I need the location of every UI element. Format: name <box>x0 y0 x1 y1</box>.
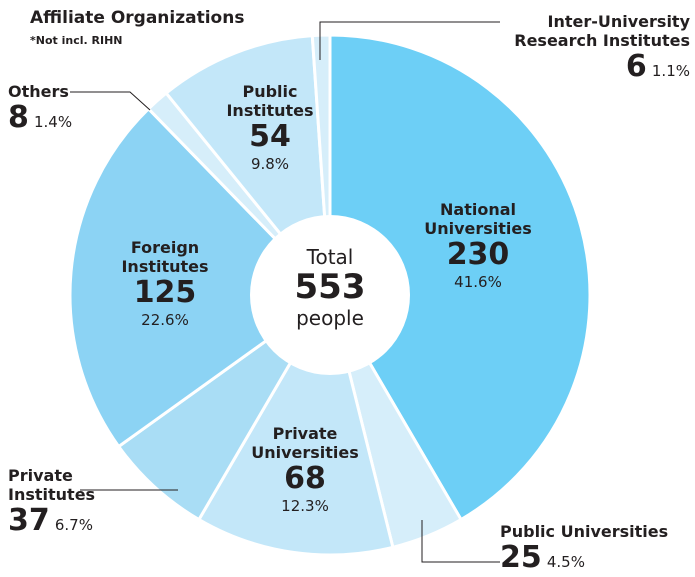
percent-label: 22.6% <box>141 310 189 329</box>
slices <box>68 33 592 557</box>
value-label: 25 <box>500 540 542 576</box>
slice-label: National Universities 230 41.6% <box>408 200 548 291</box>
slice-label: Public Institutes 54 9.8% <box>210 82 330 173</box>
category-label: Private Universities <box>251 424 359 463</box>
value-row: 8 1.4% <box>8 100 108 136</box>
value-label: 125 <box>133 275 197 311</box>
percent-label: 4.5% <box>546 553 585 572</box>
leader-line <box>70 91 151 111</box>
slice <box>68 106 333 449</box>
value-label: 6 <box>625 49 647 85</box>
leader-line <box>319 21 500 60</box>
center-label: Total 553 people <box>250 245 410 330</box>
category-label: National Universities <box>424 200 532 239</box>
category-label: Public Institutes <box>226 82 314 121</box>
slice-label: Public Universities 25 4.5% <box>500 522 690 576</box>
value-label: 68 <box>284 461 326 497</box>
value-label: 8 <box>8 100 29 136</box>
value-label: 37 <box>8 503 50 539</box>
percent-label: 6.7% <box>54 516 93 535</box>
category-label: Inter-University Research Institutes <box>514 12 690 51</box>
chart-title: Affiliate Organizations <box>30 8 245 28</box>
slice-label: Inter-University Research Institutes 6 1.… <box>495 12 690 85</box>
percent-label: 1.4% <box>33 113 73 132</box>
slice-label: Foreign Institutes 125 22.6% <box>95 238 235 329</box>
leader-line <box>421 520 500 563</box>
percent-label: 1.1% <box>651 62 690 81</box>
slice-label: Private Universities 68 12.3% <box>235 424 375 515</box>
chart-subtitle: *Not incl. RIHN <box>30 34 123 47</box>
slice <box>328 33 592 522</box>
leader-lines <box>70 21 500 563</box>
percent-label: 9.8% <box>250 154 290 173</box>
value-row: 6 1.1% <box>495 50 690 85</box>
slice-label: Private Institutes 37 6.7% <box>8 466 108 539</box>
percent-label: 41.6% <box>454 272 502 291</box>
value-label: 230 <box>446 237 510 273</box>
center-hole <box>250 215 410 375</box>
category-label: Public Universities <box>500 522 669 541</box>
center-title: Total <box>306 245 354 269</box>
category-label: Foreign Institutes <box>121 238 209 277</box>
slice-label: Others 8 1.4% <box>8 82 108 136</box>
value-label: 54 <box>249 119 291 155</box>
percent-label: 12.3% <box>281 496 329 515</box>
category-label: Others <box>8 82 69 101</box>
center-unit: people <box>296 306 364 331</box>
category-label: Private Institutes <box>8 466 96 505</box>
center-total: 553 <box>294 267 366 307</box>
value-row: 37 6.7% <box>8 504 108 539</box>
value-row: 25 4.5% <box>500 540 690 576</box>
